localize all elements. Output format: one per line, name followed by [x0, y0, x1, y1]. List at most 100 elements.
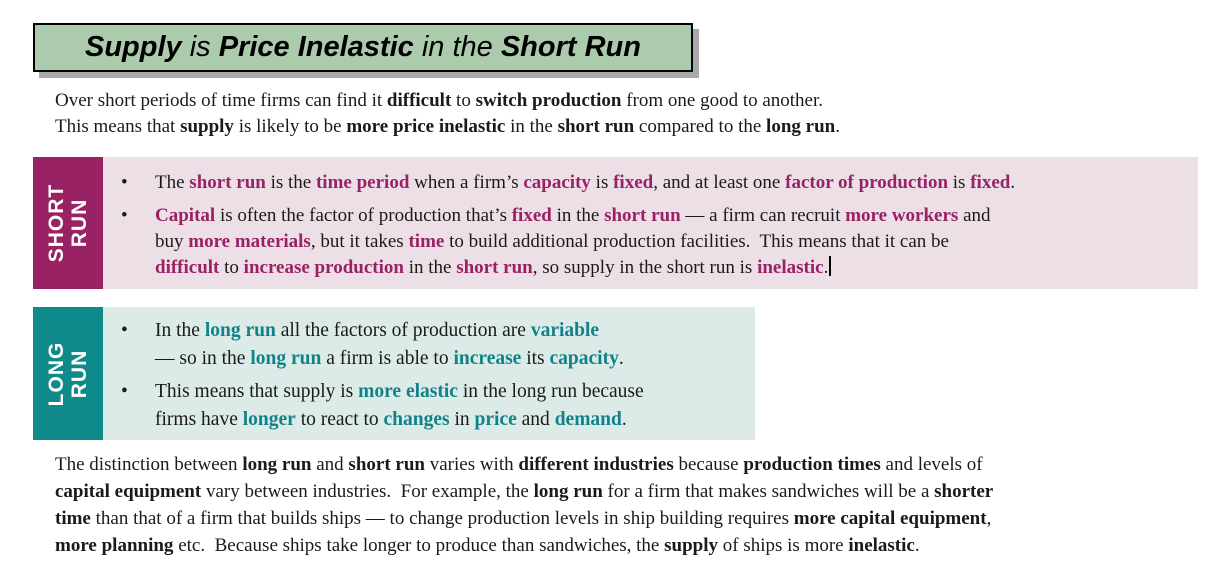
text-segment: shorter time [55, 481, 994, 529]
text-segment: is [948, 172, 971, 193]
text-segment: variable [530, 320, 600, 341]
text-segment: Over short periods of time firms can fin… [55, 90, 387, 111]
title-box: Supply is Price Inelastic in the Short R… [33, 23, 693, 72]
text-segment: changes [383, 409, 450, 430]
text-segment: is the [265, 172, 316, 193]
text-segment: , [986, 508, 992, 529]
bullet-text: Capital is often the factor of productio… [155, 203, 991, 281]
text-segment: a firm is able to [321, 348, 454, 369]
short-run-label: SHORT RUN [45, 184, 91, 263]
text-segment: long run [204, 320, 276, 341]
list-item: • The short run is the time period when … [103, 170, 1198, 196]
text-segment: varies with [424, 454, 519, 475]
bullet-icon: • [121, 381, 128, 402]
text-segment: more workers [845, 205, 959, 226]
text-segment: and levels of [885, 454, 983, 475]
text-segment: — so in the [155, 348, 246, 369]
page-title: Supply is Price Inelastic in the Short R… [85, 31, 641, 64]
text-segment: because [673, 454, 744, 475]
text-segment: in the [413, 31, 501, 63]
text-segment: short run [604, 205, 681, 226]
text-segment: , so supply in the short run is [532, 257, 758, 278]
text-segment: capital equipment [55, 481, 202, 502]
text-segment: fixed [511, 205, 552, 226]
short-run-label-line2: RUN [68, 198, 91, 248]
text-segment: compared to the [634, 116, 767, 137]
bullet-icon: • [121, 172, 128, 193]
text-segment: short run [456, 257, 533, 278]
text-segment: increase production [243, 257, 404, 278]
long-run-label: LONG RUN [45, 341, 91, 406]
text-segment: . [823, 257, 829, 278]
bullet-text: This means that supply is more elastic i… [155, 378, 644, 434]
text-segment: production times [743, 454, 881, 475]
text-segment: from one good to another. This means tha… [55, 90, 824, 137]
text-segment: long run [766, 116, 836, 137]
text-segment: price [474, 409, 517, 430]
long-run-sidebar: LONG RUN [33, 307, 103, 440]
text-segment: is [181, 31, 219, 63]
text-segment: is likely to be [233, 116, 347, 137]
short-run-label-line1: SHORT [45, 183, 68, 263]
text-segment: , and at least one [653, 172, 786, 193]
text-segment: , but it takes [310, 231, 409, 252]
text-segment: its [521, 348, 550, 369]
text-segment: and buy [155, 205, 991, 252]
text-segment: when a firm’s [409, 172, 524, 193]
text-segment: than that of a firm that builds ships — … [90, 508, 794, 529]
text-segment: in the [505, 116, 558, 137]
bullet-text: The short run is the time period when a … [155, 170, 1015, 196]
text-segment: to [219, 257, 244, 278]
text-segment: of ships is more [718, 535, 849, 556]
text-segment: vary between industries. For example, th… [201, 481, 534, 502]
text-segment: time [408, 231, 445, 252]
text-segment: more price inelastic [346, 116, 506, 137]
text-segment: in the [403, 257, 457, 278]
bullet-icon: • [121, 205, 128, 226]
text-segment: short run [189, 172, 266, 193]
long-run-label-line1: LONG [45, 341, 68, 406]
intro-paragraph: Over short periods of time firms can fin… [55, 88, 840, 140]
text-segment: Supply [84, 31, 182, 63]
text-segment: difficult [386, 90, 452, 111]
text-segment: more materials [188, 231, 311, 252]
text-segment: Price Inelastic [218, 31, 414, 63]
text-segment: to build additional production facilitie… [449, 231, 949, 252]
text-segment: fixed [970, 172, 1011, 193]
short-run-content: • The short run is the time period when … [103, 157, 1198, 289]
text-segment: . [618, 348, 624, 369]
text-segment: to react to [295, 409, 384, 430]
text-segment: The [155, 172, 190, 193]
text-segment: and [311, 454, 349, 475]
short-run-sidebar: SHORT RUN [33, 157, 103, 289]
text-segment: increase [453, 348, 522, 369]
text-segment: is often the factor of production that’s [215, 205, 512, 226]
text-segment: time period [315, 172, 410, 193]
text-segment: Capital [155, 205, 216, 226]
text-segment: supply [664, 535, 718, 556]
text-segment: . [835, 116, 840, 137]
text-segment: more capital equipment [793, 508, 987, 529]
text-segment: for a firm that makes sandwiches will be… [602, 481, 935, 502]
text-segment: Short Run [500, 31, 641, 63]
text-segment: capacity [549, 348, 619, 369]
text-segment: more planning [55, 535, 174, 556]
text-segment: fixed [613, 172, 654, 193]
text-cursor [829, 255, 832, 277]
text-segment: and [516, 409, 555, 430]
text-segment: demand [554, 409, 622, 430]
text-segment: switch production [475, 90, 622, 111]
long-run-panel: LONG RUN • In the long run all the facto… [33, 307, 755, 440]
text-segment: long run [242, 454, 312, 475]
short-run-panel: SHORT RUN • The short run is the time pe… [33, 157, 1198, 289]
long-run-label-line2: RUN [68, 349, 91, 398]
text-segment: inelastic [757, 257, 824, 278]
list-item: • In the long run all the factors of pro… [103, 317, 755, 373]
list-item: • This means that supply is more elastic… [103, 378, 755, 434]
text-segment: long run [533, 481, 603, 502]
text-segment: short run [557, 116, 635, 137]
text-segment: . [914, 535, 920, 556]
list-item: • Capital is often the factor of product… [103, 203, 1198, 281]
text-segment: etc. Because ships take longer to produc… [173, 535, 665, 556]
